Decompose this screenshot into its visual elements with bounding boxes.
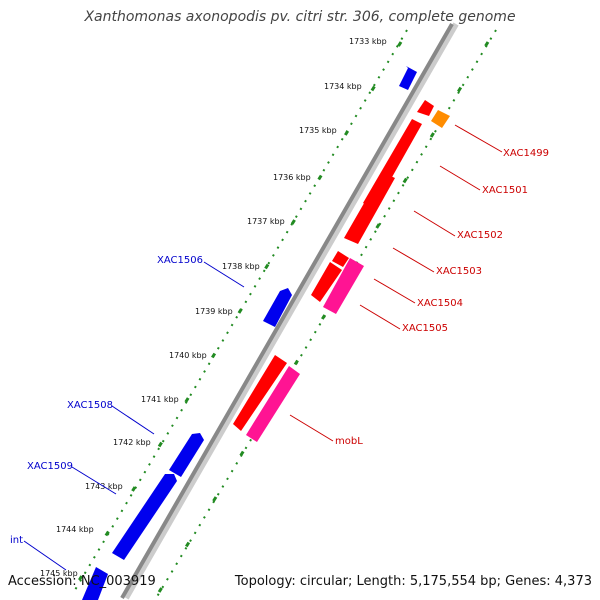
backbone-shadow bbox=[123, 22, 459, 600]
tick-mark bbox=[157, 587, 163, 593]
backbone bbox=[120, 23, 454, 599]
gene-feature-XAC1504[interactable] bbox=[311, 262, 342, 302]
gene-feature-XAC1502[interactable] bbox=[344, 172, 395, 244]
gene-feature-XAC1505[interactable] bbox=[323, 258, 364, 314]
gene-label[interactable]: XAC1506 bbox=[157, 255, 203, 266]
gene-feature-XAC1508[interactable] bbox=[169, 433, 204, 477]
leader-line bbox=[289, 414, 334, 442]
tick-mark bbox=[212, 496, 218, 502]
tick-mark bbox=[397, 41, 403, 47]
leader-line bbox=[23, 540, 67, 571]
tick-label: 1734 kbp bbox=[324, 82, 362, 91]
tick-mark bbox=[157, 441, 163, 448]
gene-label[interactable]: XAC1504 bbox=[417, 298, 463, 309]
tick-label: 1737 kbp bbox=[247, 217, 285, 226]
forward-label-leaders bbox=[289, 124, 503, 442]
forward-strand-genes bbox=[233, 100, 450, 442]
gene-label[interactable]: XAC1502 bbox=[457, 230, 503, 241]
gene-feature[interactable] bbox=[417, 100, 434, 116]
gene-feature-XAC1499[interactable] bbox=[431, 110, 450, 128]
tick-mark bbox=[317, 174, 323, 181]
tick-mark bbox=[344, 130, 350, 136]
leader-line bbox=[71, 466, 117, 495]
gene-feature-XAC1503[interactable] bbox=[332, 251, 349, 267]
tick-label: 1735 kbp bbox=[299, 126, 337, 135]
gene-feature-int[interactable] bbox=[82, 567, 108, 600]
gene-feature-XAC1506[interactable] bbox=[263, 288, 292, 327]
gene-feature-mobL[interactable] bbox=[246, 366, 300, 442]
tick-mark bbox=[321, 314, 327, 320]
tick-mark bbox=[375, 223, 381, 229]
gene-label[interactable]: XAC1499 bbox=[503, 148, 549, 159]
tick-mark bbox=[237, 308, 243, 314]
leader-line bbox=[392, 247, 435, 273]
inner-tick-marks bbox=[157, 41, 490, 593]
gene-label[interactable]: XAC1509 bbox=[27, 461, 73, 472]
tick-mark bbox=[104, 530, 110, 537]
gene-label[interactable]: int bbox=[10, 535, 23, 546]
gene-label[interactable]: XAC1508 bbox=[67, 400, 113, 411]
leader-line bbox=[111, 405, 155, 435]
leader-line bbox=[373, 278, 416, 304]
gene-labels: XAC1499 XAC1501 XAC1502 XAC1503 XAC1504 … bbox=[10, 148, 549, 546]
tick-mark bbox=[370, 85, 376, 92]
tick-label: 1740 kbp bbox=[169, 351, 207, 360]
leader-line bbox=[203, 261, 245, 288]
gene-feature-XAC1509[interactable] bbox=[112, 474, 177, 560]
leader-line bbox=[439, 165, 481, 191]
tick-mark bbox=[78, 575, 84, 581]
leader-line bbox=[413, 210, 456, 237]
tick-labels: 1733 kbp 1734 kbp 1735 kbp 1736 kbp 1737… bbox=[40, 37, 387, 578]
tick-mark bbox=[264, 263, 270, 270]
tick-label: 1741 kbp bbox=[141, 395, 179, 404]
tick-label: 1733 kbp bbox=[349, 37, 387, 46]
gene-label[interactable]: XAC1501 bbox=[482, 185, 528, 196]
tick-label: 1736 kbp bbox=[273, 173, 311, 182]
tick-label: 1738 kbp bbox=[222, 262, 260, 271]
tick-mark bbox=[402, 177, 408, 184]
tick-mark bbox=[239, 450, 245, 457]
reverse-strand-genes bbox=[82, 66, 417, 600]
gene-label[interactable]: mobL bbox=[335, 436, 363, 447]
map-title: Xanthomonas axonopodis pv. citri str. 30… bbox=[84, 9, 516, 25]
gene-feature[interactable] bbox=[399, 66, 417, 90]
accession-text: Accession: NC_003919 bbox=[8, 574, 156, 589]
outer-tick-marks bbox=[78, 41, 403, 581]
tick-mark bbox=[290, 219, 296, 225]
reverse-label-leaders bbox=[23, 261, 245, 571]
tick-label: 1742 kbp bbox=[113, 438, 151, 447]
tick-mark bbox=[211, 352, 217, 359]
tick-label: 1739 kbp bbox=[195, 307, 233, 316]
gene-label[interactable]: XAC1505 bbox=[402, 323, 448, 334]
tick-mark bbox=[457, 86, 463, 93]
tick-label: 1744 kbp bbox=[56, 525, 94, 534]
tick-mark bbox=[429, 132, 435, 138]
genome-summary-text: Topology: circular; Length: 5,175,554 bp… bbox=[234, 574, 592, 589]
gene-label[interactable]: XAC1503 bbox=[436, 266, 482, 277]
gene-feature[interactable] bbox=[233, 355, 287, 431]
tick-mark bbox=[293, 359, 299, 366]
tick-mark bbox=[185, 541, 191, 548]
leader-line bbox=[359, 304, 401, 330]
leader-line bbox=[454, 124, 503, 153]
tick-label: 1745 kbp bbox=[40, 569, 78, 578]
tick-mark bbox=[131, 486, 137, 492]
tick-mark bbox=[184, 397, 190, 403]
tick-mark bbox=[484, 41, 490, 47]
